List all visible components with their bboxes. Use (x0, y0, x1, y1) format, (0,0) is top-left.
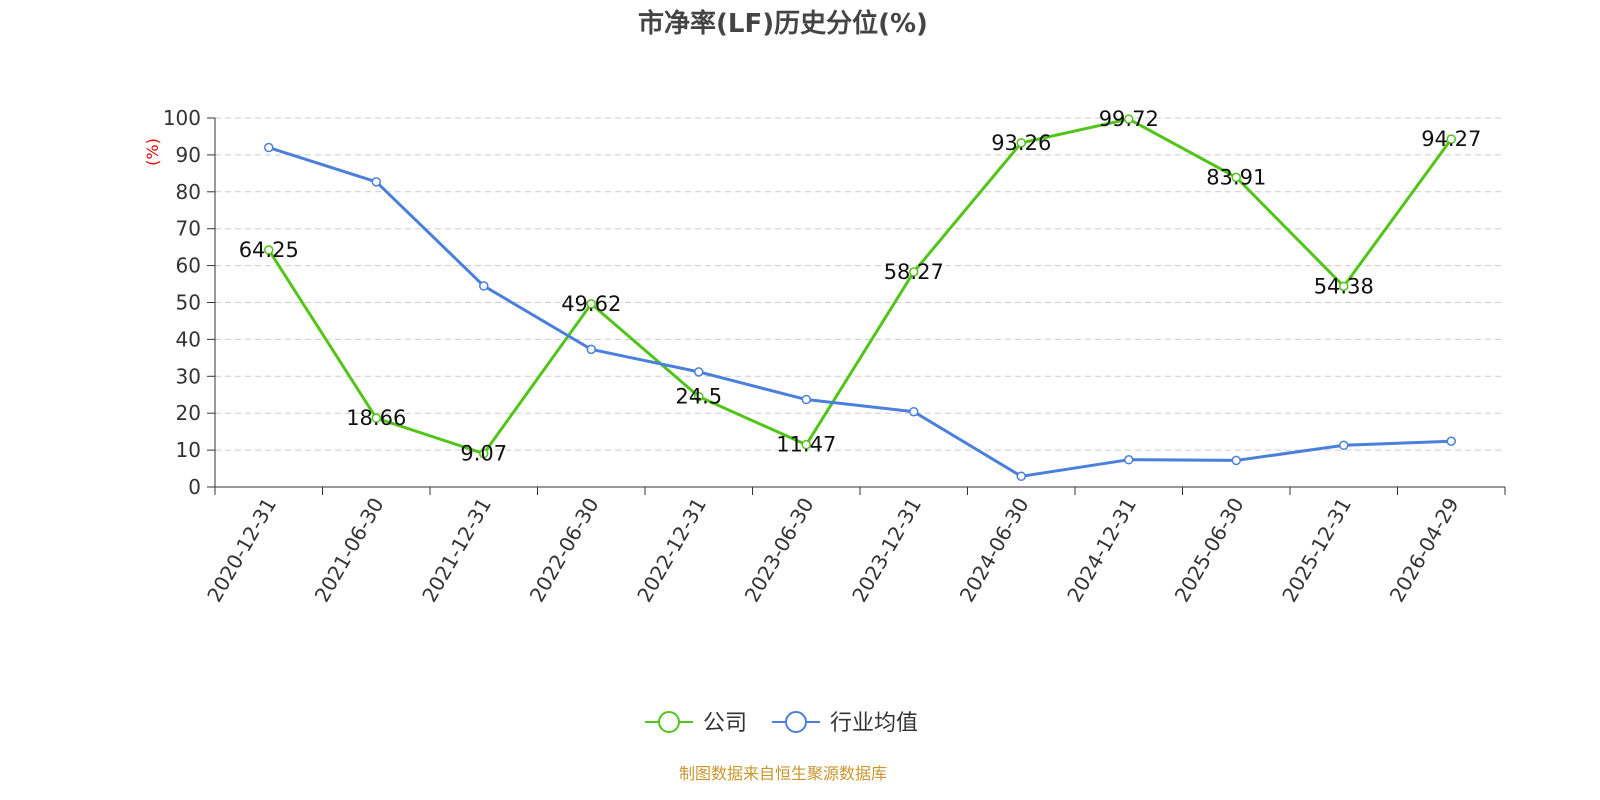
x-tick-label: 2022-06-30 (525, 494, 604, 607)
data-point (801, 439, 811, 450)
x-tick-label: 2021-12-31 (417, 494, 496, 607)
data-point (909, 267, 919, 277)
data-point (801, 394, 811, 405)
data-point (264, 142, 274, 153)
y-tick-label: 20 (176, 401, 201, 425)
legend-label: 公司 (703, 711, 747, 736)
chart-title: 市净率(LF)历史分位(%) (638, 8, 928, 39)
data-label: 9.07 (460, 442, 507, 466)
x-tick-label: 2024-06-30 (955, 494, 1034, 607)
y-tick-label: 60 (176, 254, 201, 278)
y-tick-label: 90 (176, 143, 201, 167)
data-label: 93.26 (991, 131, 1051, 155)
data-point (371, 177, 381, 187)
data-point (694, 367, 704, 377)
data-point (371, 413, 381, 423)
data-point (694, 391, 704, 402)
x-tick-label: 2020-12-31 (202, 494, 281, 607)
data-label: 54.38 (1314, 274, 1374, 298)
data-label: 94.27 (1421, 127, 1481, 151)
data-point (264, 245, 274, 255)
data-point (1016, 138, 1026, 148)
y-tick-label: 40 (176, 327, 201, 351)
data-label: 64.25 (239, 238, 299, 262)
x-tick-label: 2025-06-30 (1170, 494, 1249, 607)
data-point (1231, 455, 1241, 466)
data-point (1339, 281, 1349, 292)
x-tick-label: 2022-12-31 (632, 494, 711, 607)
data-point (1446, 134, 1456, 144)
data-label: 49.62 (561, 292, 621, 316)
series-line (268, 146, 1452, 478)
data-point (479, 281, 489, 291)
legend-label: 行业均值 (830, 711, 918, 736)
data-point (1446, 436, 1456, 446)
x-tick-label: 2024-12-31 (1062, 494, 1141, 607)
y-tick-label: 50 (176, 291, 201, 315)
y-axis-label: (%) (143, 138, 162, 166)
y-tick-label: 30 (176, 364, 201, 388)
y-tick-label: 0 (188, 475, 201, 499)
data-label: 18.66 (346, 406, 406, 430)
x-tick-label: 2023-06-30 (740, 494, 819, 607)
data-point (479, 448, 489, 459)
data-label: 99.72 (1099, 107, 1159, 131)
data-point (1124, 454, 1134, 465)
y-tick-label: 70 (176, 217, 201, 241)
data-point (1124, 114, 1134, 124)
source-note: 制图数据来自恒生聚源数据库 (679, 764, 887, 783)
x-tick-label: 2021-06-30 (310, 494, 389, 607)
data-point (909, 406, 919, 417)
data-point (586, 299, 596, 309)
x-tick-label: 2026-04-29 (1385, 494, 1464, 607)
y-tick-label: 10 (176, 438, 201, 462)
y-tick-label: 100 (163, 106, 201, 130)
data-point (1231, 172, 1241, 183)
data-point (1016, 471, 1026, 482)
data-label: 11.47 (776, 433, 836, 457)
data-label: 24.5 (675, 385, 722, 409)
y-tick-label: 80 (176, 180, 201, 204)
x-tick-label: 2025-12-31 (1277, 494, 1356, 607)
legend-marker (785, 711, 807, 733)
series-line (267, 117, 1453, 456)
data-label: 83.91 (1206, 165, 1266, 189)
x-tick-label: 2023-12-31 (847, 494, 926, 607)
data-point (586, 344, 596, 355)
legend-marker (658, 711, 680, 733)
data-label: 58.27 (884, 260, 944, 284)
data-point (1339, 440, 1349, 451)
